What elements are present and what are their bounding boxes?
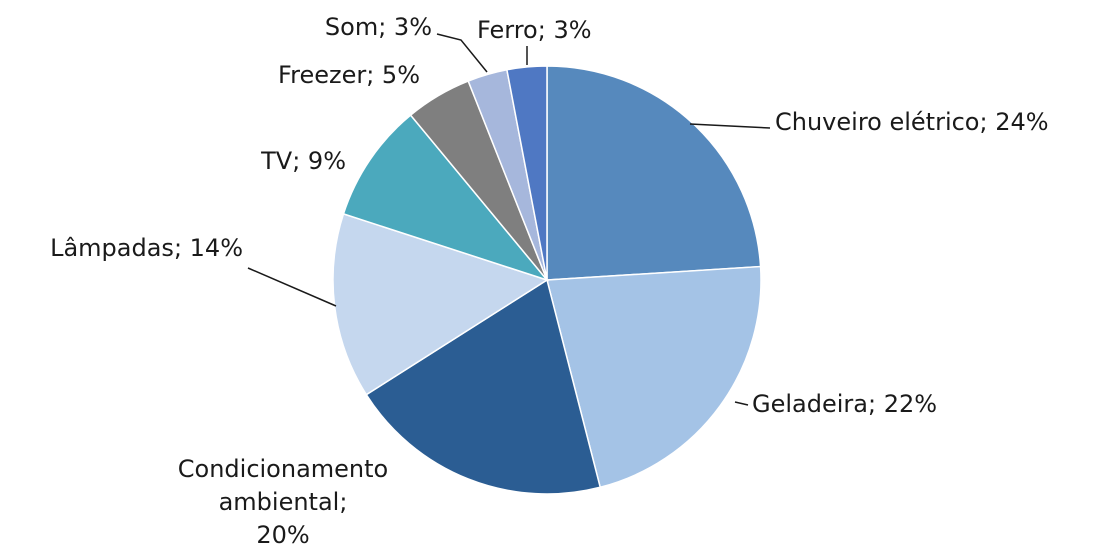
pie-slice bbox=[342, 114, 550, 282]
data-label: Ferro; 3% bbox=[477, 16, 592, 44]
data-label: Lâmpadas; 14% bbox=[50, 234, 243, 262]
data-label: Chuveiro elétrico; 24% bbox=[775, 108, 1049, 136]
leader-line bbox=[436, 33, 488, 73]
data-label: Freezer; 5% bbox=[278, 61, 420, 89]
pie-slice bbox=[365, 278, 602, 495]
pie-slice bbox=[546, 265, 762, 489]
pie-slice bbox=[506, 65, 548, 281]
pie-slice bbox=[332, 212, 549, 396]
leader-line bbox=[247, 267, 337, 307]
pie-slice bbox=[546, 65, 762, 281]
data-label-line: Condicionamento bbox=[178, 455, 388, 483]
data-label: Condicionamento ambiental; 20% bbox=[178, 455, 388, 549]
leader-line bbox=[689, 123, 771, 129]
data-label-line: 20% bbox=[256, 521, 309, 549]
leader-line bbox=[734, 401, 749, 406]
data-label: Geladeira; 22% bbox=[752, 390, 937, 418]
data-label: Som; 3% bbox=[325, 13, 432, 41]
data-label-line: ambiental; bbox=[219, 488, 348, 516]
data-label: TV; 9% bbox=[260, 147, 346, 175]
